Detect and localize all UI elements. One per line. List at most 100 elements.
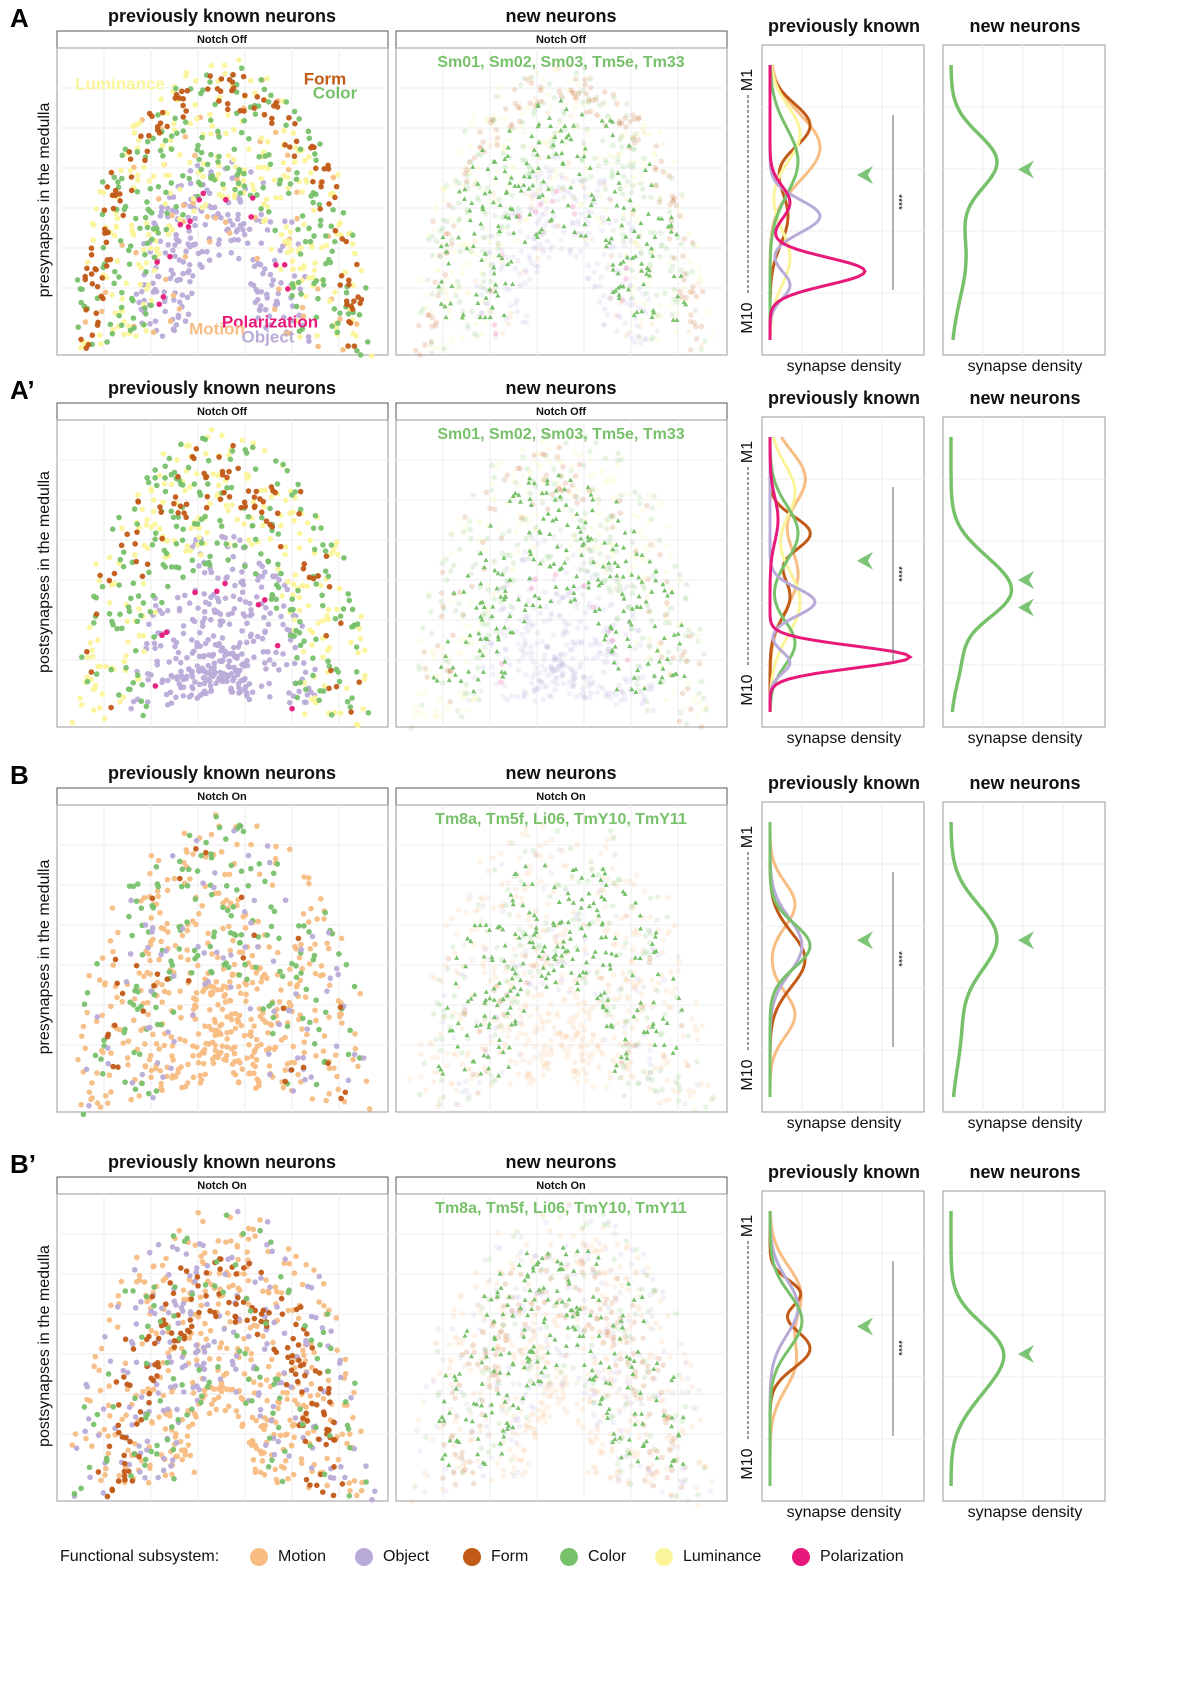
scatter-point <box>202 570 208 576</box>
scatter-point <box>659 501 665 507</box>
scatter-point <box>469 599 475 605</box>
scatter-point <box>489 642 495 648</box>
scatter-point <box>139 905 145 911</box>
scatter-point <box>323 1009 329 1015</box>
scatter-point <box>283 897 289 903</box>
scatter-point <box>620 689 626 695</box>
scatter-point <box>639 173 645 179</box>
scatter-point <box>273 130 279 136</box>
scatter-point <box>143 311 149 317</box>
scatter-point <box>690 284 696 290</box>
scatter-point <box>558 237 564 243</box>
scatter-point <box>485 587 491 593</box>
scatter-point <box>439 560 445 566</box>
scatter-point <box>472 331 478 337</box>
scatter-point <box>223 131 229 137</box>
scatter-point <box>238 505 244 511</box>
scatter-point <box>646 492 652 498</box>
scatter-point <box>349 695 355 701</box>
scatter-point <box>117 699 123 705</box>
scatter-point <box>216 252 222 258</box>
scatter-point <box>165 888 171 894</box>
scatter-point <box>245 473 251 479</box>
scatter-point <box>522 217 528 223</box>
scatter-point <box>162 309 168 315</box>
scatter-point <box>538 202 544 208</box>
scatter-point <box>668 268 674 274</box>
scatter-point <box>522 549 528 555</box>
scatter-point <box>183 134 189 140</box>
scatter-point <box>178 668 184 674</box>
scatter-point <box>442 346 448 352</box>
scatter-point <box>180 173 186 179</box>
scatter-point <box>254 1057 260 1063</box>
scatter-point <box>645 708 651 714</box>
scatter-point <box>286 690 292 696</box>
scatter-point <box>679 653 685 659</box>
scatter-point <box>592 636 598 642</box>
scatter-point <box>453 293 459 299</box>
scatter-point <box>293 145 299 151</box>
scatter-point <box>586 98 592 104</box>
scatter-point <box>279 593 285 599</box>
scatter-point <box>497 461 503 467</box>
scatter-point <box>167 969 173 975</box>
layer-bottom: M10 <box>739 674 756 705</box>
scatter-point <box>177 299 183 305</box>
scatter-point <box>344 685 350 691</box>
scatter-point <box>250 689 256 695</box>
scatter-point <box>260 185 266 191</box>
scatter-point <box>510 254 516 260</box>
strip-label: Notch Off <box>197 406 247 418</box>
scatter-point <box>555 1013 561 1019</box>
scatter-point <box>478 688 484 694</box>
scatter-point <box>420 625 426 631</box>
scatter-point <box>228 984 234 990</box>
scatter-point <box>553 174 559 180</box>
scatter-point <box>241 221 247 227</box>
scatter-point <box>245 240 251 246</box>
scatter-point <box>462 514 468 520</box>
scatter-point <box>684 582 690 588</box>
scatter-point <box>567 691 573 697</box>
scatter-point <box>207 73 213 79</box>
scatter-point <box>259 683 265 689</box>
scatter-point <box>348 709 354 715</box>
scatter-point <box>223 595 229 601</box>
scatter-point <box>361 1055 367 1061</box>
scatter-point <box>129 174 135 180</box>
scatter-point <box>250 445 256 451</box>
scatter-point <box>278 195 284 201</box>
scatter-point <box>623 333 629 339</box>
scatter-point <box>492 213 498 219</box>
scatter-point <box>110 1064 116 1070</box>
scatter-point <box>140 1008 146 1014</box>
scatter-point <box>112 571 118 577</box>
scatter-point <box>261 615 267 621</box>
scatter-point <box>225 101 231 107</box>
scatter-point <box>644 699 650 705</box>
scatter-point <box>251 187 257 193</box>
scatter-point <box>605 476 611 482</box>
scatter-point <box>586 231 592 237</box>
scatter-point <box>185 928 191 934</box>
scatter-point <box>457 547 463 553</box>
scatter-point <box>212 205 218 211</box>
scatter-point <box>173 204 179 210</box>
scatter-point <box>237 1060 243 1066</box>
scatter-point <box>170 674 176 680</box>
scatter-point <box>502 164 508 170</box>
scatter-point <box>239 894 245 900</box>
scatter-point <box>149 237 155 243</box>
scatter-point <box>610 161 616 167</box>
scatter-point <box>165 608 171 614</box>
scatter-point <box>97 332 103 338</box>
scatter-point <box>298 942 304 948</box>
scatter-point <box>456 200 462 206</box>
scatter-point <box>165 1029 171 1035</box>
scatter-point <box>174 130 180 136</box>
scatter-point <box>321 688 327 694</box>
scatter-point <box>290 281 296 287</box>
scatter-point <box>502 116 508 122</box>
scatter-point <box>329 248 335 254</box>
